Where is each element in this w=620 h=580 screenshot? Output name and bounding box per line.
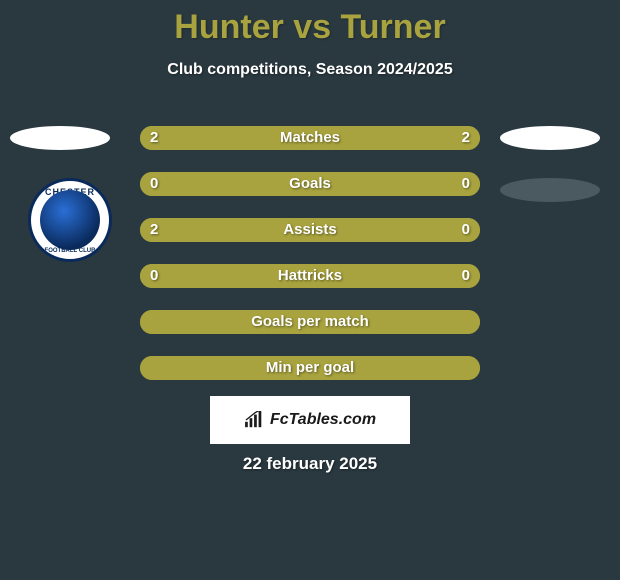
chart-icon	[244, 411, 266, 429]
stat-label: Matches	[140, 126, 480, 150]
stat-row: 2 Assists 0	[140, 218, 480, 242]
stat-label: Hattricks	[140, 264, 480, 288]
source-logo: FcTables.com	[210, 396, 410, 444]
stat-label: Min per goal	[140, 356, 480, 380]
crest-bottom-text: FOOTBALL CLUB	[31, 248, 109, 254]
player-right-badge-1	[500, 126, 600, 150]
date-label: 22 february 2025	[0, 454, 620, 474]
club-crest: CHESTER FOOTBALL CLUB	[28, 178, 112, 262]
player-right-badge-2	[500, 178, 600, 202]
stat-row: Goals per match	[140, 310, 480, 334]
stat-value-right: 0	[462, 264, 470, 288]
player-left-badge-1	[10, 126, 110, 150]
stats-bars: 2 Matches 2 0 Goals 0 2 Assists 0 0 Hatt…	[140, 126, 480, 402]
stat-row: 0 Hattricks 0	[140, 264, 480, 288]
infographic-root: Hunter vs Turner Club competitions, Seas…	[0, 0, 620, 580]
stat-label: Assists	[140, 218, 480, 242]
crest-graphic	[40, 190, 100, 250]
stat-row: 0 Goals 0	[140, 172, 480, 196]
stat-value-right: 2	[462, 126, 470, 150]
stat-row: 2 Matches 2	[140, 126, 480, 150]
stat-label: Goals	[140, 172, 480, 196]
stat-row: Min per goal	[140, 356, 480, 380]
stat-value-right: 0	[462, 172, 470, 196]
stat-label: Goals per match	[140, 310, 480, 334]
page-title: Hunter vs Turner	[0, 0, 620, 47]
stat-value-right: 0	[462, 218, 470, 242]
subtitle: Club competitions, Season 2024/2025	[0, 61, 620, 79]
logo-text: FcTables.com	[270, 411, 376, 429]
